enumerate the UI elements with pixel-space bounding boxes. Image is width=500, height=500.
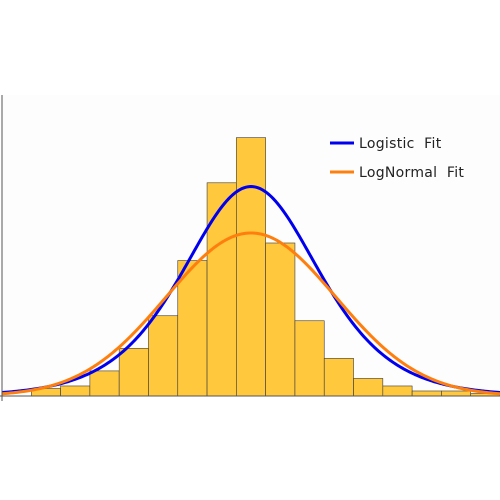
histogram-bar <box>382 385 413 397</box>
histogram-bar <box>206 182 237 397</box>
histogram-bar <box>118 348 149 397</box>
histogram-bar <box>177 260 208 397</box>
histogram-bar <box>294 320 325 397</box>
legend-label-logistic: Logistic Fit <box>359 136 442 152</box>
legend: Logistic Fit LogNormal Fit <box>330 136 464 181</box>
logistic-fit-line <box>1 185 500 395</box>
legend-label-lognormal: LogNormal Fit <box>359 165 464 181</box>
histogram-bar <box>236 137 266 397</box>
histogram-bars <box>30 137 500 397</box>
histogram-bar <box>60 385 91 397</box>
histogram-bar <box>441 390 472 397</box>
histogram-bar <box>148 315 179 397</box>
histogram-bar <box>89 370 120 397</box>
lognormal-fit-line <box>1 231 500 396</box>
fit-curves <box>1 185 500 396</box>
histogram-bar <box>353 378 384 397</box>
histogram-bar <box>323 358 354 397</box>
histogram-bar <box>411 390 442 397</box>
histogram-bar <box>265 242 296 397</box>
